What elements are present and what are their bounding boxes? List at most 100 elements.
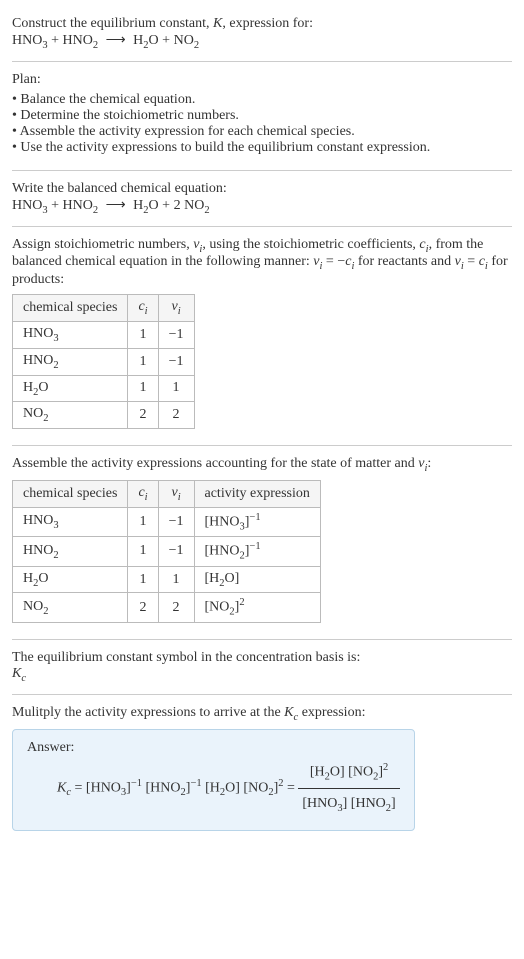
species-cell: NO2 [13, 402, 128, 429]
intro: Construct the equilibrium constant, K, e… [12, 10, 512, 57]
table-header-row: chemical species ci νi activity expressi… [13, 480, 321, 507]
answer-label: Answer: [27, 740, 400, 756]
ans-t1sup: −1 [131, 777, 142, 788]
ans-den-c: ] [391, 796, 396, 811]
table-row: NO222[NO2]2 [13, 593, 321, 622]
b-reactant-2: HNO [63, 198, 93, 213]
activity-cell: [HNO2]−1 [194, 537, 320, 566]
ci-cell: 1 [128, 537, 158, 566]
assemble-text-b: : [427, 456, 431, 471]
reactant-1: HNO [12, 33, 42, 48]
assign-text-d: for reactants and [354, 254, 454, 269]
reactant-2-sub: 2 [93, 40, 98, 51]
activity-cell: [H2O] [194, 566, 320, 593]
table-row: H2O11 [13, 375, 195, 402]
b-arrow-icon: ⟶ [102, 197, 130, 214]
ans-numerator: [H2O] [NO2]2 [298, 756, 399, 790]
separator [12, 694, 512, 695]
answer-equation: Kc = [HNO3]−1 [HNO2]−1 [H2O] [NO2]2 = [H… [27, 756, 400, 820]
separator [12, 61, 512, 62]
multiply-text-a: Mulitply the activity expressions to arr… [12, 705, 284, 720]
ans-t3a: [H [205, 780, 220, 795]
eqconst-section: The equilibrium constant symbol in the c… [12, 644, 512, 690]
stoich-table: chemical species ci νi HNO31−1HNO21−1H2O… [12, 294, 195, 429]
nui-cell: 1 [158, 566, 194, 593]
plan-bullet-2: Determine the stoichiometric numbers. [12, 108, 512, 124]
ans-t2sup: −1 [190, 777, 201, 788]
b-product-2-sub: 2 [204, 205, 209, 216]
col-ci: ci [128, 295, 158, 322]
ci-cell: 2 [128, 593, 158, 622]
multiply-kc-k: K [284, 705, 293, 720]
assemble-text-a: Assemble the activity expressions accoun… [12, 456, 418, 471]
activity-cell: [HNO3]−1 [194, 507, 320, 536]
plus-2: + [159, 33, 174, 48]
ci-cell: 1 [128, 321, 158, 348]
table-header-row: chemical species ci νi [13, 295, 195, 322]
col-species: chemical species [13, 295, 128, 322]
col-nui-i: i [178, 492, 181, 503]
answer-box: Answer: Kc = [HNO3]−1 [HNO2]−1 [H2O] [NO… [12, 729, 415, 831]
ans-t4a: [NO [243, 780, 268, 795]
ans-t3b: O] [225, 780, 240, 795]
arrow-icon: ⟶ [102, 32, 130, 49]
activity-table: chemical species ci νi activity expressi… [12, 480, 321, 623]
table-row: HNO31−1 [13, 321, 195, 348]
plan-section: Plan: Balance the chemical equation. Det… [12, 66, 512, 166]
separator [12, 445, 512, 446]
kc-k: K [12, 666, 21, 681]
species-cell: H2O [13, 375, 128, 402]
plus-1: + [48, 33, 63, 48]
ans-den-b: ] [HNO [343, 796, 386, 811]
b-product-2: NO [184, 198, 204, 213]
assemble-section: Assemble the activity expressions accoun… [12, 450, 512, 635]
intro-text-a: Construct the equilibrium constant, [12, 16, 213, 31]
ci-cell: 1 [128, 348, 158, 375]
intro-K: K [213, 16, 222, 31]
ci-cell: 1 [128, 507, 158, 536]
ans-eq2: = [283, 780, 298, 795]
ans-num-a: [H [310, 764, 325, 779]
nui-cell: 1 [158, 375, 194, 402]
ans-den-a: [HNO [302, 796, 337, 811]
product-1a: H [133, 33, 143, 48]
assign-section: Assign stoichiometric numbers, νi, using… [12, 231, 512, 442]
plan-bullets: Balance the chemical equation. Determine… [12, 92, 512, 156]
nui-cell: 2 [158, 593, 194, 622]
plan-bullet-3: Assemble the activity expression for eac… [12, 124, 512, 140]
col-species: chemical species [13, 480, 128, 507]
species-cell: H2O [13, 566, 128, 593]
multiply-section: Mulitply the activity expressions to arr… [12, 699, 512, 843]
nui-cell: 2 [158, 402, 194, 429]
eq-unbalanced: HNO3 + HNO2 ⟶ H2O + NO2 [12, 33, 199, 48]
b-product-1a: H [133, 198, 143, 213]
ans-denominator: [HNO3] [HNO2] [298, 789, 399, 820]
balanced-section: Write the balanced chemical equation: HN… [12, 175, 512, 222]
table-row: NO222 [13, 402, 195, 429]
col-nui-i: i [178, 306, 181, 317]
eq-balanced: HNO3 + HNO2 ⟶ H2O + 2 NO2 [12, 198, 210, 213]
ans-k: K [57, 780, 66, 795]
activity-cell: [NO2]2 [194, 593, 320, 622]
ci-cell: 2 [128, 402, 158, 429]
ci-cell: 1 [128, 566, 158, 593]
ans-fraction: [H2O] [NO2]2[HNO3] [HNO2] [298, 756, 399, 820]
b-product-1b: O [149, 198, 159, 213]
table-row: H2O11[H2O] [13, 566, 321, 593]
ans-t2a: [HNO [146, 780, 181, 795]
nui-cell: −1 [158, 348, 194, 375]
ans-num-b: O] [NO [330, 764, 373, 779]
plan-bullet-1: Balance the chemical equation. [12, 92, 512, 108]
col-ci: ci [128, 480, 158, 507]
plan-bullet-4: Use the activity expressions to build th… [12, 140, 512, 156]
table-row: HNO21−1 [13, 348, 195, 375]
col-nui: νi [158, 295, 194, 322]
species-cell: HNO2 [13, 348, 128, 375]
plan-title: Plan: [12, 72, 512, 88]
table-row: HNO31−1[HNO3]−1 [13, 507, 321, 536]
ans-t1a: [HNO [86, 780, 121, 795]
ans-eq1: = [71, 780, 86, 795]
col-ci-i: i [145, 306, 148, 317]
assign-text-a: Assign stoichiometric numbers, [12, 237, 193, 252]
ci-cell: 1 [128, 375, 158, 402]
